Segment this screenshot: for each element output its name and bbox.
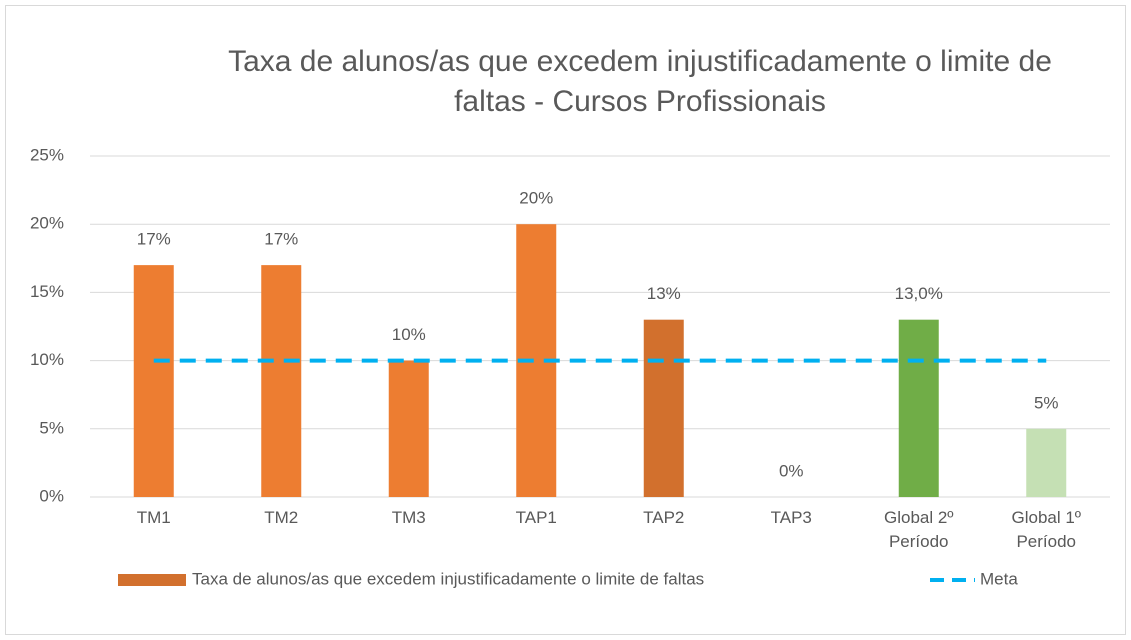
data-label: 5% xyxy=(1034,393,1059,412)
chart-border xyxy=(5,5,1126,635)
legend-label: Taxa de alunos/as que excedem injustific… xyxy=(192,569,704,588)
x-tick-label: TAP3 xyxy=(771,508,812,527)
bar xyxy=(388,360,429,497)
data-label: 20% xyxy=(519,189,553,208)
y-tick-label: 10% xyxy=(30,350,64,369)
x-tick-label: Global 1º Período xyxy=(1011,508,1081,551)
data-label: 17% xyxy=(137,230,171,249)
bar xyxy=(261,265,302,497)
y-tick-label: 25% xyxy=(30,145,64,164)
data-label: 17% xyxy=(264,230,298,249)
x-tick-label: TAP2 xyxy=(643,508,684,527)
bar xyxy=(133,265,174,497)
data-label: 13,0% xyxy=(895,284,943,303)
data-label: 0% xyxy=(779,461,804,480)
data-label: 10% xyxy=(392,325,426,344)
legend-swatch xyxy=(118,574,186,586)
bar xyxy=(1026,428,1067,497)
y-tick-label: 0% xyxy=(39,486,64,505)
x-tick-label: Global 2º Período xyxy=(884,508,954,551)
x-tick-label: TM3 xyxy=(392,508,426,527)
y-tick-label: 20% xyxy=(30,214,64,233)
y-tick-label: 5% xyxy=(39,418,64,437)
x-tick-label: TM1 xyxy=(137,508,171,527)
chart-title: Taxa de alunos/as que excedem injustific… xyxy=(228,45,1052,118)
legend-label: Meta xyxy=(980,569,1018,588)
x-tick-label: TM2 xyxy=(264,508,298,527)
data-label: 13% xyxy=(647,284,681,303)
bar xyxy=(643,319,684,497)
y-tick-label: 15% xyxy=(30,282,64,301)
bar xyxy=(898,319,939,497)
x-tick-label: TAP1 xyxy=(516,508,557,527)
